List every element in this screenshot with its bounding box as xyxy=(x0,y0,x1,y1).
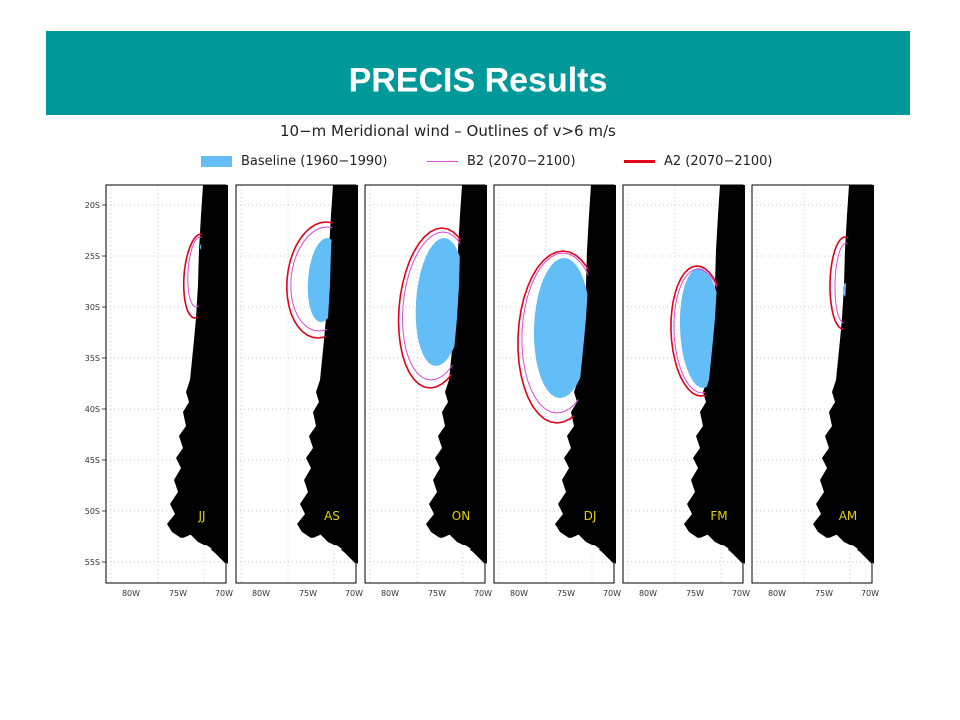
lat-tick-label: 40S xyxy=(85,405,100,414)
a2-outline xyxy=(397,227,475,389)
lon-tick-label: 75W xyxy=(299,589,317,598)
lon-tick-label: 70W xyxy=(215,589,233,598)
lon-tick-label: 80W xyxy=(510,589,528,598)
fjord-gap xyxy=(711,548,719,552)
lon-tick-label: 75W xyxy=(428,589,446,598)
season-label-dj: DJ xyxy=(584,509,597,523)
map-panel-as: AS 80W 75W 70W xyxy=(235,184,363,598)
lon-tick-label: 70W xyxy=(603,589,621,598)
legend-a2-label: A2 (2070−2100) xyxy=(664,154,773,169)
title-banner: PRECIS Results xyxy=(46,31,910,115)
lon-tick-label: 75W xyxy=(686,589,704,598)
panel-frame xyxy=(105,184,227,584)
legend-b2-label: B2 (2070−2100) xyxy=(467,154,576,169)
fjord-gap xyxy=(194,548,202,552)
lat-tick-label: 45S xyxy=(85,456,100,465)
baseline-area xyxy=(534,258,590,398)
fjord-gap xyxy=(453,548,461,552)
season-label-fm: FM xyxy=(710,509,727,523)
lat-tick-label: 55S xyxy=(85,558,100,567)
lat-tick-label: 25S xyxy=(85,252,100,261)
lon-tick-label: 70W xyxy=(732,589,750,598)
lat-tick-label: 35S xyxy=(85,354,100,363)
lon-tick-label: 80W xyxy=(768,589,786,598)
b2-outline xyxy=(521,252,599,414)
map-panel-am: AM 80W 75W 70W xyxy=(751,184,879,598)
map-panel-fm: FM 80W 75W 70W xyxy=(622,184,750,598)
panel-frame xyxy=(364,184,486,584)
panel-frame xyxy=(751,184,873,584)
lon-tick-label: 70W xyxy=(474,589,492,598)
figure-title: 10−m Meridional wind – Outlines of v>6 m… xyxy=(280,122,616,140)
map-panel-dj: DJ 80W 75W 70W xyxy=(493,184,621,598)
panel-frame xyxy=(622,184,744,584)
fjord-gap xyxy=(840,548,848,552)
season-label-as: AS xyxy=(324,509,340,523)
legend-a2-swatch xyxy=(624,160,655,163)
fjord-gap xyxy=(582,548,590,552)
season-label-on: ON xyxy=(452,509,470,523)
lat-tick-label: 50S xyxy=(85,507,100,516)
land-overlay xyxy=(428,185,487,564)
panel-frame xyxy=(493,184,615,584)
baseline-area xyxy=(415,238,465,366)
land-overlay xyxy=(299,185,358,564)
legend-baseline-label: Baseline (1960−1990) xyxy=(241,154,388,169)
lon-tick-label: 75W xyxy=(169,589,187,598)
lon-tick-label: 80W xyxy=(639,589,657,598)
map-panel-jj: JJ 80W 75W 70W xyxy=(105,184,233,598)
fjord-gap xyxy=(324,548,332,552)
lon-tick-label: 80W xyxy=(122,589,140,598)
b2-outline xyxy=(401,231,473,381)
lat-tick-label: 30S xyxy=(85,303,100,312)
season-label-jj: JJ xyxy=(197,509,205,523)
slide-title: PRECIS Results xyxy=(348,61,608,100)
map-panel-on: ON 80W 75W 70W xyxy=(364,184,492,598)
legend-baseline-swatch xyxy=(201,156,232,167)
lon-tick-label: 75W xyxy=(557,589,575,598)
lon-tick-label: 70W xyxy=(345,589,363,598)
legend-b2-swatch xyxy=(427,161,458,162)
lon-tick-label: 70W xyxy=(861,589,879,598)
land-overlay xyxy=(169,185,228,564)
season-label-am: AM xyxy=(839,509,858,523)
land-overlay xyxy=(815,185,874,564)
lon-tick-label: 75W xyxy=(815,589,833,598)
lat-tick-label: 20S xyxy=(85,201,100,210)
panel-frame xyxy=(235,184,357,584)
land-overlay xyxy=(557,185,616,564)
land-overlay xyxy=(686,185,745,564)
lon-tick-label: 80W xyxy=(381,589,399,598)
lon-tick-label: 80W xyxy=(252,589,270,598)
